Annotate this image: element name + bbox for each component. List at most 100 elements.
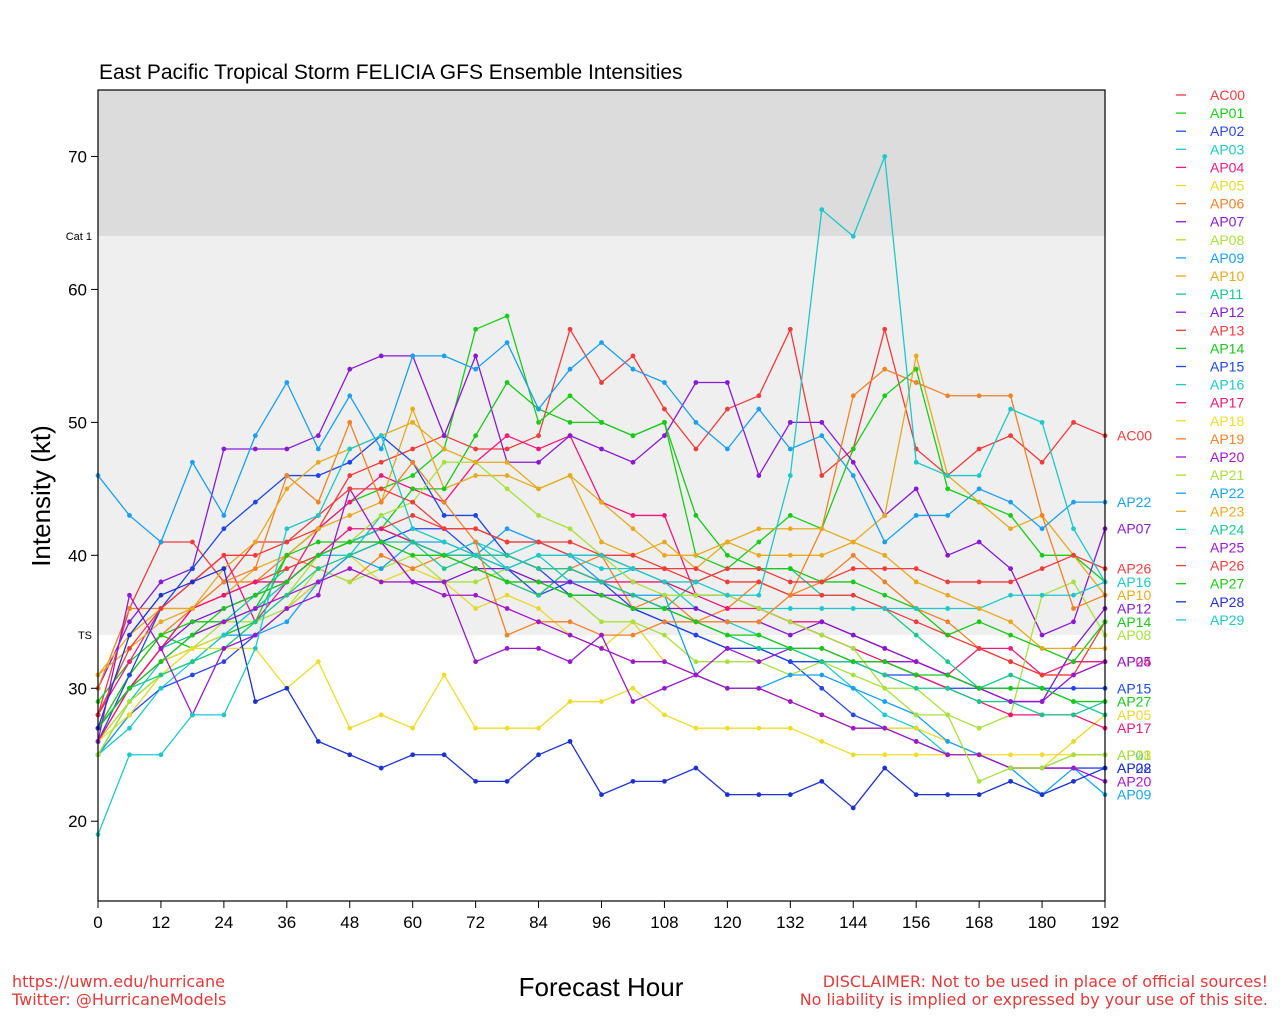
data-point [913, 353, 919, 359]
series-lines [95, 154, 1108, 837]
data-point [1008, 579, 1013, 585]
data-point [850, 473, 856, 478]
data-point [787, 566, 793, 572]
data-point [724, 446, 730, 452]
data-point [693, 579, 699, 585]
data-point [473, 513, 479, 518]
data-point [724, 539, 730, 545]
series-AP18 [95, 645, 1108, 758]
data-point [756, 566, 762, 572]
data-point [473, 606, 479, 611]
x-tick-label: 48 [340, 913, 359, 932]
data-point [850, 606, 856, 611]
data-point [536, 406, 541, 412]
end-label-AP28: AP28 [1117, 760, 1151, 776]
data-point [756, 526, 762, 532]
data-point [945, 659, 951, 665]
data-point [787, 619, 793, 625]
data-point [441, 526, 447, 532]
data-point [850, 233, 856, 239]
data-point [1071, 778, 1076, 784]
data-point [945, 619, 951, 625]
legend-entry-AP04: AP04 [1210, 159, 1244, 175]
data-point [819, 579, 825, 585]
end-label-AP03: AP03 [1117, 747, 1151, 763]
data-point [315, 579, 321, 585]
y-tick-label: 40 [68, 546, 87, 565]
data-point [252, 632, 258, 638]
legend-entry-AP20: AP20 [1210, 449, 1244, 465]
data-point [347, 393, 353, 399]
data-point [127, 725, 132, 731]
data-point [315, 459, 321, 465]
data-point [630, 353, 636, 359]
data-point [976, 473, 982, 478]
data-point [284, 685, 290, 691]
data-point [378, 712, 384, 718]
data-point [945, 632, 951, 638]
data-point [158, 659, 164, 665]
data-point [315, 513, 321, 518]
data-point [504, 632, 510, 638]
data-point [850, 579, 856, 585]
data-point [630, 459, 636, 465]
data-point [284, 579, 290, 585]
data-point [945, 486, 951, 492]
data-point [536, 419, 541, 425]
data-point [1008, 672, 1013, 678]
data-point [1008, 765, 1013, 771]
data-point [315, 526, 321, 532]
data-point [945, 579, 951, 585]
data-point [473, 566, 479, 572]
data-point [1008, 752, 1013, 758]
data-point [567, 579, 573, 585]
data-point [1008, 406, 1013, 412]
data-point [347, 513, 353, 518]
data-point [410, 752, 416, 758]
data-point [787, 419, 793, 425]
data-point [976, 752, 982, 758]
data-point [567, 739, 573, 744]
data-point [190, 659, 195, 665]
legend-entry-AP05: AP05 [1210, 178, 1244, 194]
data-point [1071, 499, 1076, 505]
data-point [756, 579, 762, 585]
data-point [252, 645, 258, 651]
data-point [221, 566, 227, 572]
data-point [378, 539, 384, 545]
data-point [787, 326, 793, 332]
data-point [410, 526, 416, 532]
data-point [410, 552, 416, 558]
end-label-AP10: AP10 [1117, 587, 1151, 603]
y-tick-label: 50 [68, 413, 87, 432]
data-point [378, 579, 384, 585]
data-point [158, 592, 164, 598]
legend-entry-AP13: AP13 [1210, 322, 1244, 338]
data-point [441, 566, 447, 572]
data-point [662, 632, 667, 638]
data-point [945, 739, 951, 744]
data-point [504, 566, 510, 572]
data-point [913, 792, 919, 798]
data-point [410, 499, 416, 505]
data-point [850, 685, 856, 691]
legend-entry-AP01: AP01 [1210, 105, 1244, 121]
x-tick-label: 12 [151, 913, 170, 932]
data-point [693, 619, 699, 625]
data-point [567, 619, 573, 625]
footer-url-link[interactable]: https://uwm.edu/hurricane [12, 972, 225, 991]
data-point [378, 513, 384, 518]
footer-twitter[interactable]: Twitter: @HurricaneModels [12, 990, 227, 1009]
disclaimer-line-2: No liability is implied or expressed by … [799, 990, 1268, 1009]
data-point [347, 566, 353, 572]
data-point [504, 340, 510, 346]
x-tick-label: 120 [713, 913, 741, 932]
data-point [787, 699, 793, 704]
data-point [158, 645, 164, 651]
x-tick-label: 0 [93, 913, 102, 932]
data-point [724, 645, 730, 651]
data-point [976, 645, 982, 651]
data-point [787, 592, 793, 598]
data-point [662, 579, 667, 585]
data-point [913, 752, 919, 758]
